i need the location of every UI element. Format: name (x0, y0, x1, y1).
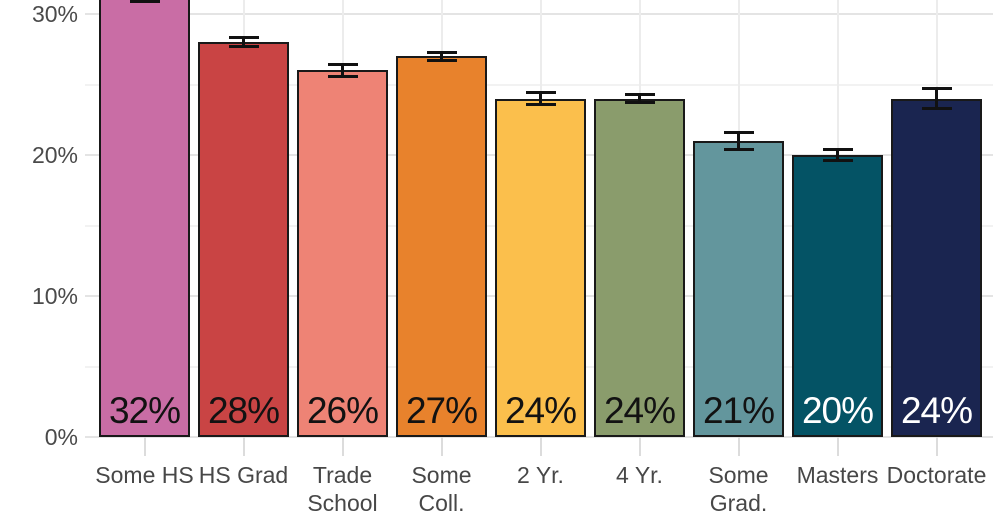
bar-value-label-7: 20% (801, 390, 874, 431)
x-tick-label-7: Masters (796, 462, 879, 488)
bar-8 (891, 98, 982, 437)
error-bar-cap-bottom-2 (327, 74, 358, 78)
gridline-major-0 (85, 436, 993, 438)
bar-value-label-5: 24% (603, 390, 676, 431)
error-bar-line-1 (242, 37, 245, 47)
bar-value-label-0: 32% (108, 390, 181, 431)
x-tick-mark-6 (737, 437, 740, 456)
error-bar-cap-bottom-1 (228, 44, 259, 48)
error-bar-line-7 (836, 149, 839, 161)
x-tick-label-3: Some Coll. (411, 462, 472, 516)
bar-value-label-3: 27% (405, 390, 478, 431)
bar-value-label-6: 21% (702, 390, 775, 431)
error-bar-cap-top-2 (327, 63, 358, 67)
error-bar-cap-bottom-5 (624, 101, 655, 105)
y-tick-label-10: 10% (31, 283, 78, 309)
x-tick-label-1: HS Grad (198, 462, 289, 488)
x-tick-label-2: Trade School (307, 462, 378, 516)
x-tick-label-8: Doctorate (886, 462, 987, 488)
gridline-minor-25 (85, 83, 993, 86)
bar-7 (792, 155, 883, 437)
bar-0 (99, 0, 190, 437)
x-tick-label-0: Some HS (95, 462, 194, 488)
gridline-major-30 (85, 13, 993, 15)
error-bar-cap-top-7 (822, 147, 853, 151)
bar-3 (396, 56, 487, 437)
bar-2 (297, 70, 388, 437)
bar-5 (594, 98, 685, 437)
error-bar-cap-bottom-7 (822, 159, 853, 163)
error-bar-line-4 (539, 92, 542, 105)
y-tick-label-20: 20% (31, 142, 78, 168)
error-bar-cap-top-5 (624, 92, 655, 96)
error-bar-cap-bottom-3 (426, 59, 457, 63)
error-bar-line-8 (935, 88, 938, 109)
error-bar-line-5 (638, 94, 641, 103)
error-bar-line-2 (341, 64, 344, 77)
x-tick-mark-5 (638, 437, 641, 456)
x-tick-mark-2 (341, 437, 344, 456)
bar-6 (693, 140, 784, 437)
error-bar-cap-top-6 (723, 130, 754, 134)
bar-1 (198, 42, 289, 437)
x-tick-mark-3 (440, 437, 443, 456)
error-bar-line-3 (440, 52, 443, 61)
bar-value-label-4: 24% (504, 390, 577, 431)
x-tick-mark-0 (143, 437, 146, 456)
x-tick-label-5: 4 Yr. (616, 462, 663, 488)
x-tick-mark-1 (242, 437, 245, 456)
x-tick-mark-4 (539, 437, 542, 456)
x-tick-mark-8 (935, 437, 938, 456)
error-bar-cap-top-8 (921, 87, 952, 91)
error-bar-cap-top-3 (426, 50, 457, 54)
error-bar-cap-top-1 (228, 36, 259, 40)
bar-value-label-8: 24% (900, 390, 973, 431)
x-tick-mark-7 (836, 437, 839, 456)
bar-4 (495, 98, 586, 437)
y-tick-label-0: 0% (44, 424, 78, 450)
error-bar-cap-bottom-0 (129, 0, 160, 3)
x-tick-label-4: 2 Yr. (517, 462, 564, 488)
error-bar-cap-bottom-8 (921, 106, 952, 110)
error-bar-cap-bottom-6 (723, 147, 754, 151)
error-bar-cap-top-4 (525, 91, 556, 95)
x-tick-label-6: Some Grad. (708, 462, 769, 516)
y-tick-label-30: 30% (31, 1, 78, 27)
bar-value-label-1: 28% (207, 390, 280, 431)
bar-value-label-2: 26% (306, 390, 379, 431)
error-bar-cap-bottom-4 (525, 102, 556, 106)
error-bar-line-6 (737, 132, 740, 150)
